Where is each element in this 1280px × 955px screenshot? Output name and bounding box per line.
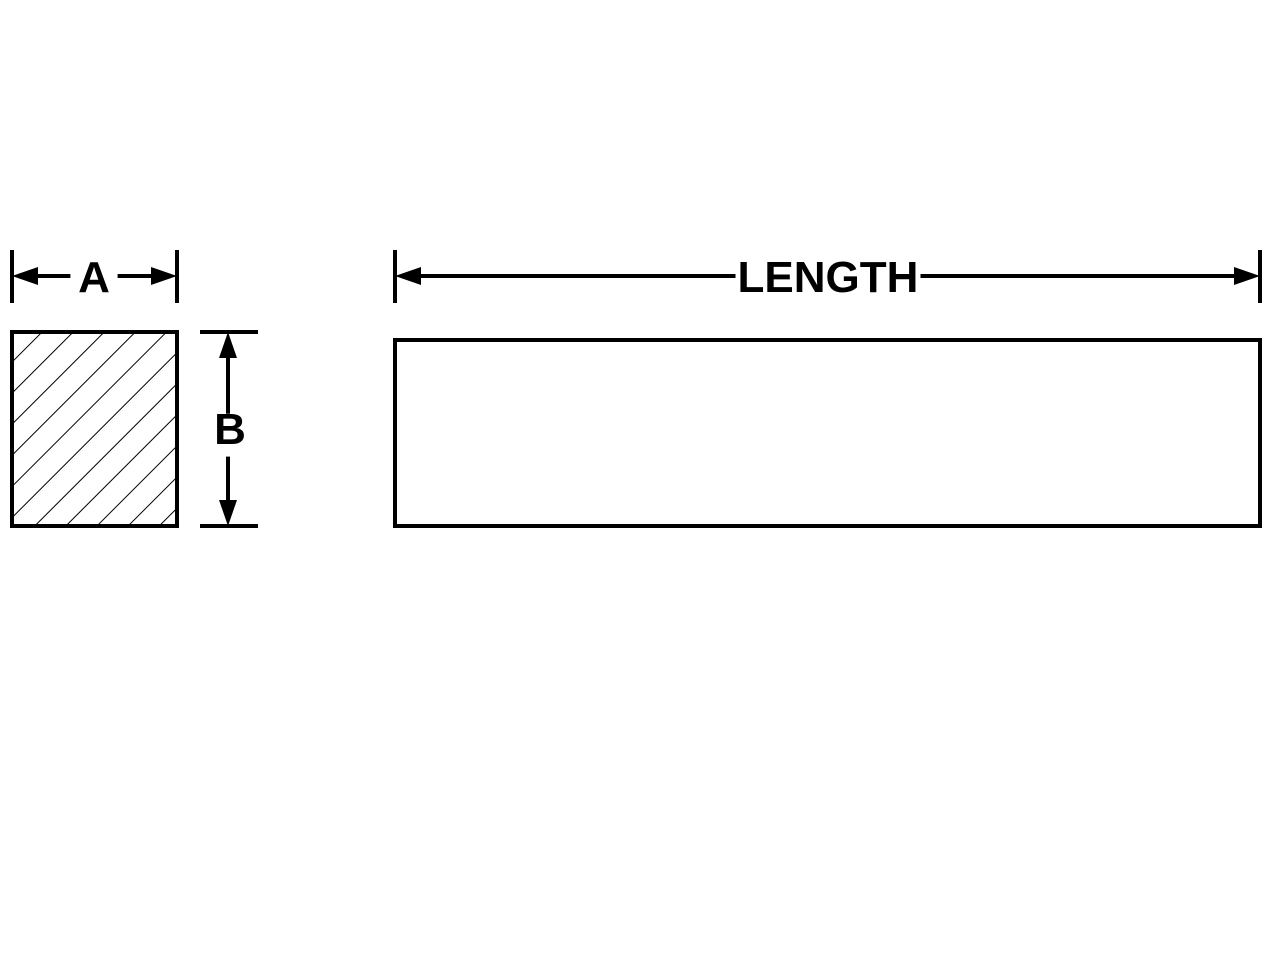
dimension-b: B: [200, 332, 258, 526]
dimension-a-label: A: [78, 253, 110, 302]
technical-drawing: A B LENGTH: [0, 0, 1280, 955]
dimension-length: LENGTH: [395, 250, 1260, 303]
side-view-rect: [395, 340, 1260, 526]
dimension-length-label: LENGTH: [738, 253, 919, 302]
cross-section-rect: [12, 332, 177, 526]
dimension-a: A: [12, 250, 177, 303]
